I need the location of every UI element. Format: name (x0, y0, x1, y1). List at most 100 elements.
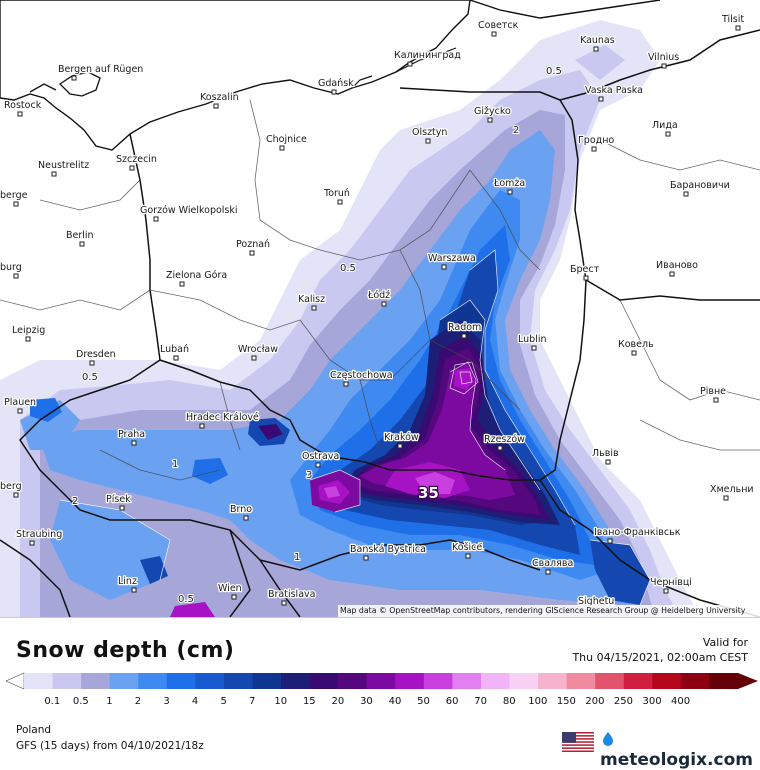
scale-tick-label: 150 (556, 696, 576, 707)
scale-tick-label: 60 (445, 696, 459, 707)
scale-swatch (538, 673, 568, 689)
city-label: Лида (652, 120, 678, 131)
city-marker (735, 25, 741, 31)
scale-tick-label: 300 (642, 696, 662, 707)
contour-value-labels: 0.5 0.5 0.5 2 2 1 1 3 1 0.5 35 (71, 65, 563, 606)
contour-label: 0.5 (546, 66, 562, 77)
city-marker (591, 146, 597, 152)
city-label: Иваново (656, 260, 698, 271)
city-label: berge (0, 190, 28, 201)
city-label: Chojnice (266, 134, 307, 145)
city-label: Łódź (367, 290, 390, 301)
contour-label: 2 (513, 125, 519, 136)
scale-tick-label: 0.5 (72, 696, 89, 707)
contour-label: 0.5 (82, 372, 98, 383)
scale-swatch (81, 673, 111, 689)
city-marker (605, 459, 611, 465)
city-label: Ковель (618, 339, 654, 350)
city-marker (407, 61, 413, 67)
scale-swatch (138, 673, 168, 689)
city-label: Toruń (323, 188, 350, 199)
scale-swatch (509, 673, 539, 689)
scale-swatch (680, 673, 710, 689)
scale-swatch (366, 673, 396, 689)
city-marker (119, 505, 125, 511)
baltic-sea (0, 0, 471, 151)
city-label: Свалява (532, 558, 573, 569)
scale-min-arrow (6, 672, 25, 690)
city-marker (583, 275, 589, 281)
city-marker (29, 540, 35, 546)
scale-tick-label: 50 (417, 696, 430, 707)
city-marker (199, 423, 205, 429)
city-marker (79, 241, 85, 247)
contour-label: 2 (72, 496, 78, 507)
scale-swatch (480, 673, 511, 689)
city-label: Straubing (16, 529, 62, 540)
city-label: Ostrava (302, 451, 339, 462)
coast-rugen (29, 71, 101, 97)
contour-label: 0.5 (178, 594, 194, 605)
city-label: Košice (452, 542, 482, 553)
city-label: Чернівці (650, 577, 692, 588)
scale-tick-label: 80 (502, 696, 516, 707)
scale-tick-label: 4 (191, 696, 199, 707)
city-label: Gdańsk (318, 78, 354, 89)
city-marker (13, 492, 19, 498)
city-marker (243, 515, 249, 521)
city-label: Rzeszów (484, 434, 525, 445)
city-marker (173, 355, 179, 361)
city-marker (281, 600, 287, 606)
city-marker (13, 273, 19, 279)
contour-label: 3 (306, 470, 312, 481)
city-marker (337, 199, 343, 205)
scale-tick-label: 40 (388, 696, 402, 707)
city-marker (249, 250, 255, 256)
city-marker (683, 191, 689, 197)
city-marker (343, 381, 349, 387)
city-label: Zielona Góra (166, 270, 227, 281)
city-marker (231, 594, 237, 600)
city-label: Барановичи (670, 180, 730, 191)
city-label: Warszawa (428, 253, 476, 264)
city-label: Гродно (578, 135, 614, 146)
city-label: Sighetu (578, 596, 614, 607)
city-label: Kalisz (298, 294, 325, 305)
city-label: Lubań (160, 344, 189, 355)
contour-label: 1 (172, 459, 178, 470)
city-label: Івано-Франківськ (594, 527, 681, 538)
city-label: Praha (118, 429, 145, 440)
scale-swatch (566, 673, 596, 689)
model-run-label: GFS (15 days) from 04/10/2021/18z (16, 740, 204, 752)
scale-swatch (338, 673, 368, 689)
city-label: Kaunas (580, 35, 615, 46)
scale-tick-label: 30 (360, 696, 373, 707)
city-marker (425, 138, 431, 144)
city-marker (331, 89, 337, 95)
brand-logo[interactable]: meteologix.com (600, 730, 760, 770)
city-marker (381, 301, 387, 307)
city-marker (661, 63, 667, 69)
map-attribution: Map data © OpenStreetMap contributors, r… (338, 605, 760, 617)
country-borders (0, 29, 760, 617)
city-marker (363, 555, 369, 561)
city-label: Banská Bystrica (350, 544, 426, 555)
city-label: Radom (448, 322, 481, 333)
scale-swatch (52, 673, 82, 689)
max-value-label: 35 (418, 484, 439, 502)
scale-swatch (281, 673, 311, 689)
scale-swatch (652, 673, 682, 689)
scale-tick-label: 5 (220, 696, 227, 707)
coast-east (469, 0, 661, 19)
city-marker (598, 96, 604, 102)
valid-for-label: Valid for (702, 636, 748, 649)
region-label: Poland (16, 724, 52, 736)
city-marker (17, 111, 23, 117)
city-label: Брест (570, 264, 600, 275)
scale-swatch (423, 673, 453, 689)
scale-swatch (709, 673, 739, 689)
city-marker (461, 333, 467, 339)
city-marker (545, 569, 551, 575)
city-label: Tilsit (721, 14, 744, 25)
city-marker (13, 201, 19, 207)
